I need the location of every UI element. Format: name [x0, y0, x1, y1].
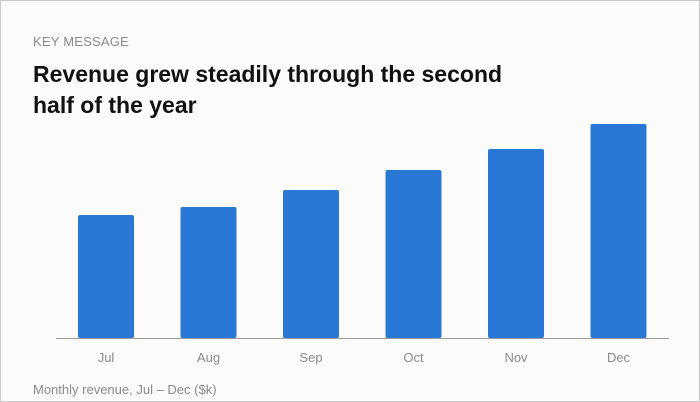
headline: Revenue grew steadily through the second… [33, 61, 503, 118]
chart-caption: Monthly revenue, Jul – Dec ($k) [33, 382, 217, 397]
x-tick-label-dec: Dec [607, 350, 631, 365]
x-tick-label-aug: Aug [197, 350, 220, 365]
bar-dec [590, 124, 647, 338]
x-tick-label-sep: Sep [299, 350, 322, 365]
bar-aug [180, 207, 237, 338]
key-message-label: KEY MESSAGE [33, 34, 129, 49]
x-tick-label-jul: Jul [98, 350, 115, 365]
x-tick-label-nov: Nov [504, 350, 528, 365]
bar-sep [283, 190, 339, 338]
bar-oct [385, 170, 442, 338]
x-tick-label-oct: Oct [403, 350, 424, 365]
bar-nov [488, 149, 544, 338]
bar-jul [78, 215, 134, 338]
